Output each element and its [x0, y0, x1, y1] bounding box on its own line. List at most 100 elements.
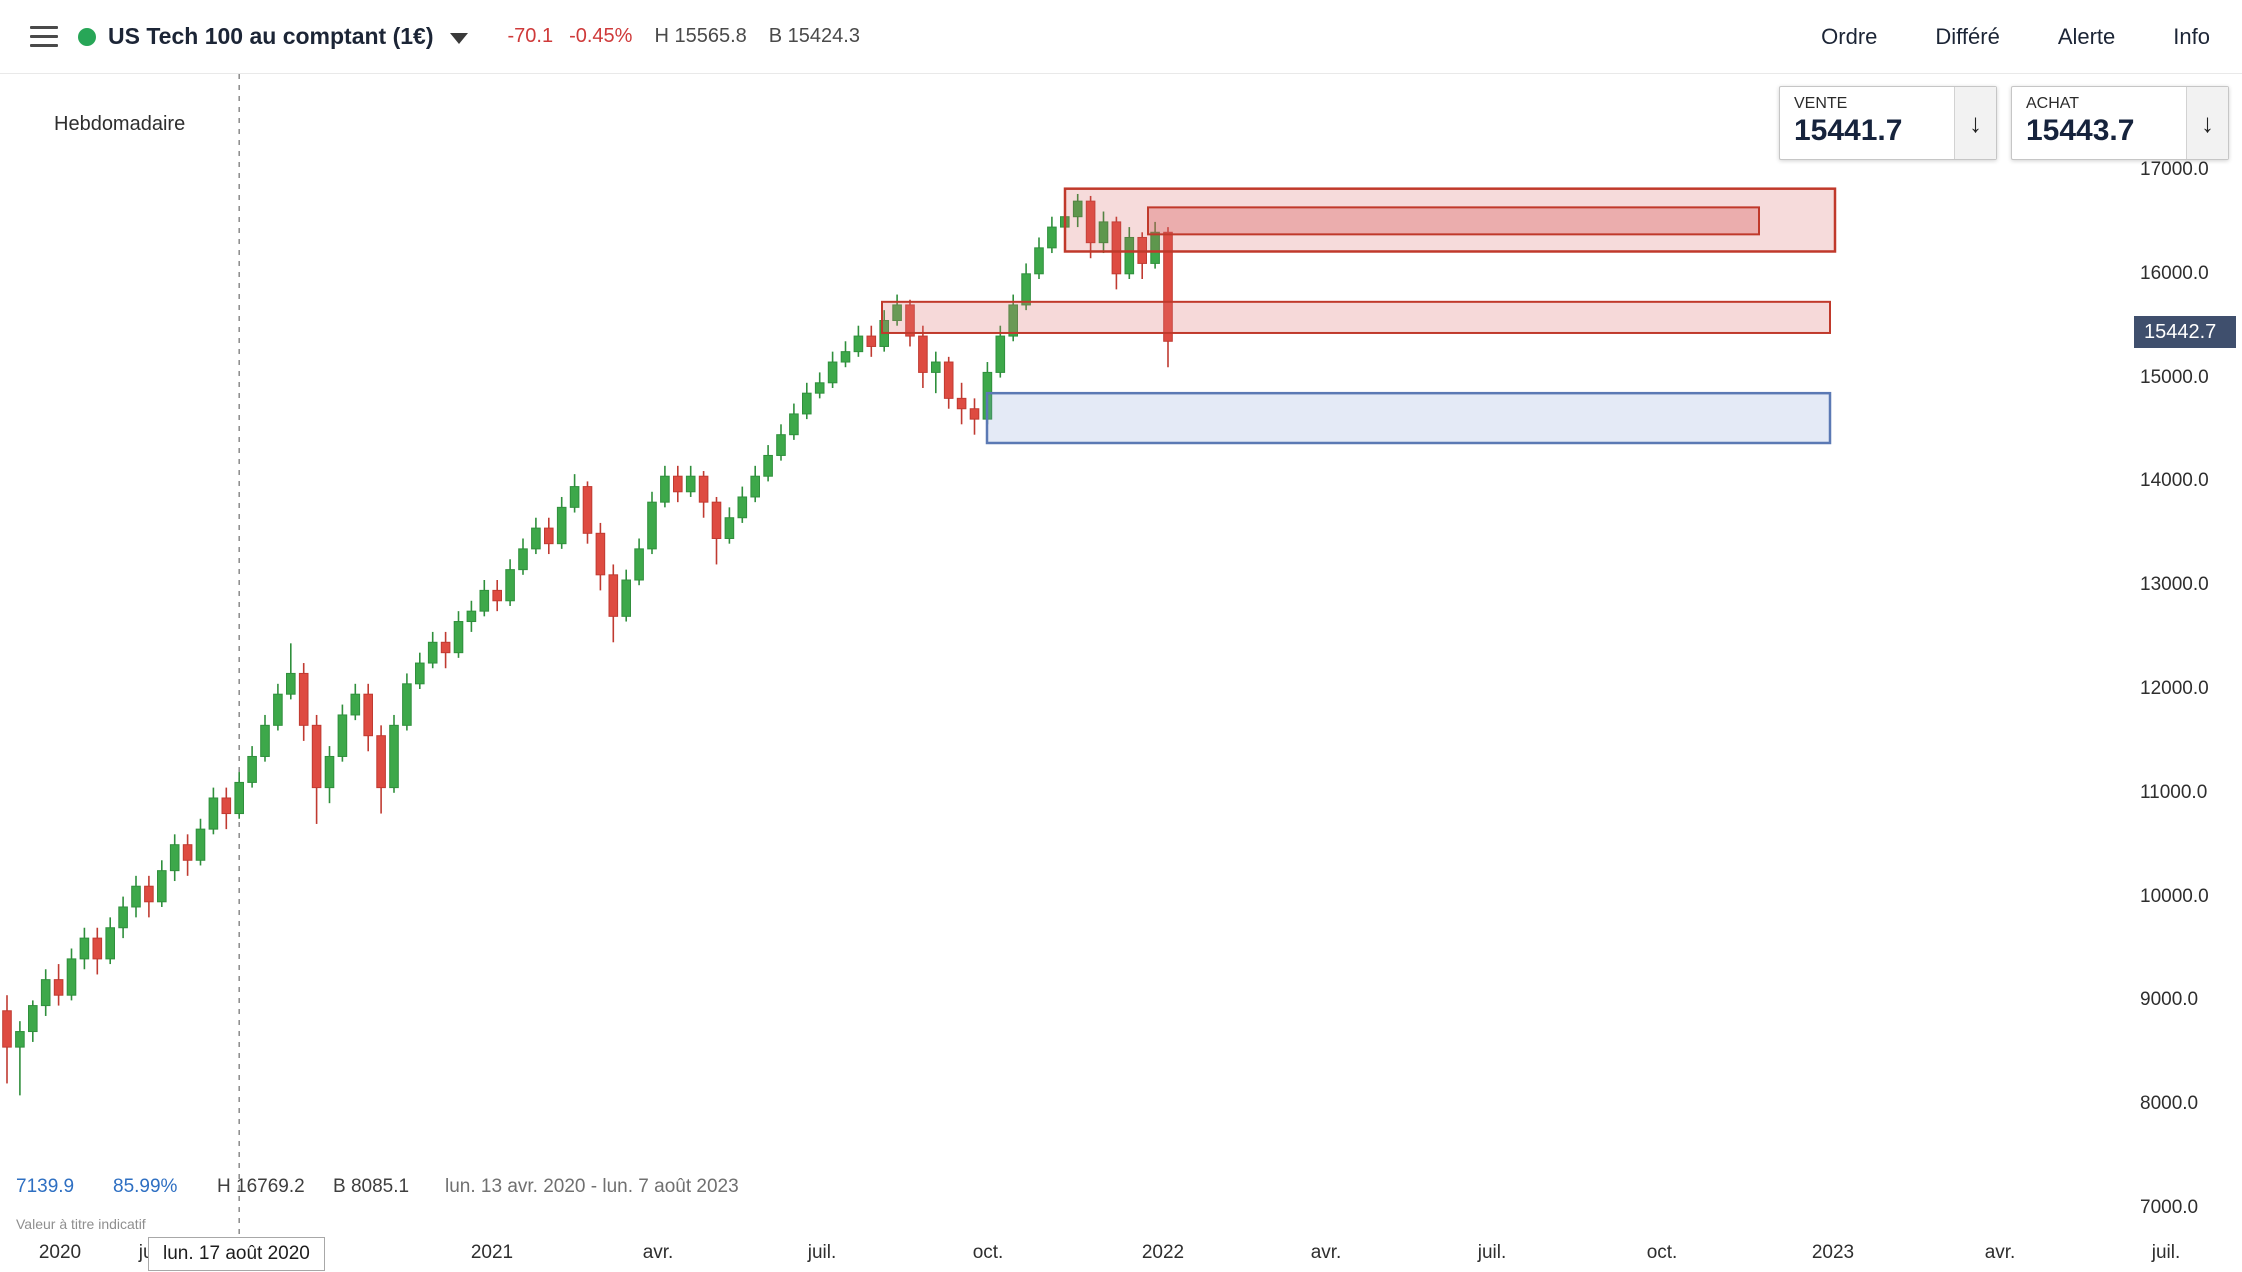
candle-body: [673, 475, 683, 493]
time-axis-label: oct.: [1646, 1242, 1678, 1263]
instrument-selector[interactable]: US Tech 100 au comptant (1€): [96, 23, 468, 50]
candle-body: [2, 1010, 12, 1048]
time-axis-label: oct.: [972, 1242, 1004, 1263]
candle-body: [79, 937, 90, 960]
candle-body: [647, 501, 657, 550]
candle-body: [208, 797, 219, 830]
session-low: B 15424.3: [768, 25, 860, 47]
sell-button[interactable]: VENTE 15441.7 ↓: [1779, 86, 1997, 160]
candle-body: [634, 548, 644, 581]
candle-body: [1111, 221, 1122, 275]
instrument-title: US Tech 100 au comptant (1€): [108, 23, 434, 49]
menu-item-ordre[interactable]: Ordre: [1821, 23, 1878, 49]
candle-body: [92, 937, 103, 960]
menu-item-differe[interactable]: Différé: [1935, 23, 2000, 49]
candle-body: [582, 486, 593, 534]
quote-panel: VENTE 15441.7 ↓ ACHAT 15443.7 ↓: [1779, 86, 2229, 160]
candle-body: [814, 382, 825, 394]
candle-body: [66, 958, 77, 996]
price-axis-label: 16000.0: [2140, 262, 2209, 284]
candle-body: [905, 304, 915, 337]
candle-body: [182, 844, 193, 861]
candle-body: [440, 641, 451, 654]
time-axis-label: avr.: [642, 1242, 674, 1263]
drawing-zone-resistance-upper[interactable]: [1063, 187, 1837, 253]
candle-body: [569, 486, 580, 508]
price-axis-label: 10000.0: [2140, 885, 2209, 907]
hamburger-menu-icon[interactable]: [30, 26, 58, 47]
time-axis-label: 2020: [38, 1242, 82, 1263]
candle-body: [118, 906, 128, 929]
candle-body: [221, 797, 232, 815]
candle-body: [195, 828, 206, 861]
candle-body: [892, 304, 902, 322]
candle-body: [750, 475, 761, 498]
price-axis-label: 7000.0: [2140, 1197, 2199, 1218]
period-change-percent: 85.99%: [113, 1176, 178, 1197]
candle-body: [518, 548, 528, 571]
menu-item-info[interactable]: Info: [2173, 23, 2210, 49]
period-high: H 16769.2: [217, 1176, 305, 1197]
candle-body: [1021, 273, 1031, 306]
buy-button[interactable]: ACHAT 15443.7 ↓: [2011, 86, 2229, 160]
candle-body: [724, 517, 735, 539]
current-price-tag: 15442.7: [2134, 315, 2236, 348]
price-change-percent: -0.45%: [569, 25, 633, 47]
candle-body: [853, 335, 864, 353]
candle-body: [286, 672, 296, 695]
price-axis-label: 8000.0: [2140, 1093, 2199, 1115]
price-axis-label: 15000.0: [2140, 366, 2209, 388]
candle-body: [15, 1031, 25, 1048]
timeframe-label[interactable]: Hebdomadaire: [54, 113, 186, 135]
drawing-zone-resistance-upper-inner[interactable]: [1147, 206, 1760, 236]
candle-body: [1150, 231, 1160, 264]
candle-body: [131, 885, 141, 908]
candle-body: [1085, 200, 1096, 244]
candle-body: [711, 501, 722, 539]
drawing-zone-support-blue[interactable]: [985, 391, 1832, 445]
candle-body: [40, 979, 51, 1007]
candle-body: [969, 408, 980, 420]
drawing-zone-resistance-mid[interactable]: [881, 300, 1831, 334]
sell-direction-arrow-icon[interactable]: ↓: [1954, 87, 1996, 159]
candle-body: [956, 397, 967, 410]
menu-item-alerte[interactable]: Alerte: [2057, 23, 2116, 49]
candle-body: [324, 755, 335, 789]
candle-body: [389, 724, 399, 789]
candle-body: [492, 589, 502, 602]
candle-body: [53, 979, 64, 996]
time-axis-label: avr.: [1984, 1242, 2016, 1263]
candle-body: [776, 434, 786, 456]
candle-body: [105, 927, 116, 960]
candle-body: [827, 361, 838, 384]
candle-body: [273, 693, 283, 726]
date-tooltip: lun. 17 août 2020: [148, 1237, 325, 1271]
candle-body: [1072, 200, 1083, 218]
time-axis-label: juil.: [807, 1242, 837, 1263]
chevron-down-icon: [449, 32, 468, 44]
market-open-dot-icon: [78, 27, 96, 46]
candle-body: [157, 870, 167, 903]
candle-body: [866, 335, 877, 347]
candle-body: [995, 335, 1006, 373]
candle-body: [466, 610, 477, 623]
sell-label: VENTE: [1794, 95, 1848, 112]
buy-direction-arrow-icon[interactable]: ↓: [2186, 87, 2228, 159]
candle-body: [595, 532, 606, 576]
candle-body: [350, 693, 361, 716]
session-high: H 15565.8: [654, 25, 747, 47]
time-axis-label: juil.: [1477, 1242, 1507, 1263]
time-axis-label: avr.: [1310, 1242, 1342, 1263]
price-change: -70.1: [507, 25, 554, 47]
price-axis-label: 13000.0: [2140, 574, 2209, 596]
candle-body: [544, 527, 554, 545]
candle-body: [1008, 304, 1019, 337]
candle-body: [1124, 236, 1135, 275]
candle-body: [415, 662, 425, 685]
candle-body: [531, 527, 541, 550]
candle-body: [698, 475, 709, 503]
